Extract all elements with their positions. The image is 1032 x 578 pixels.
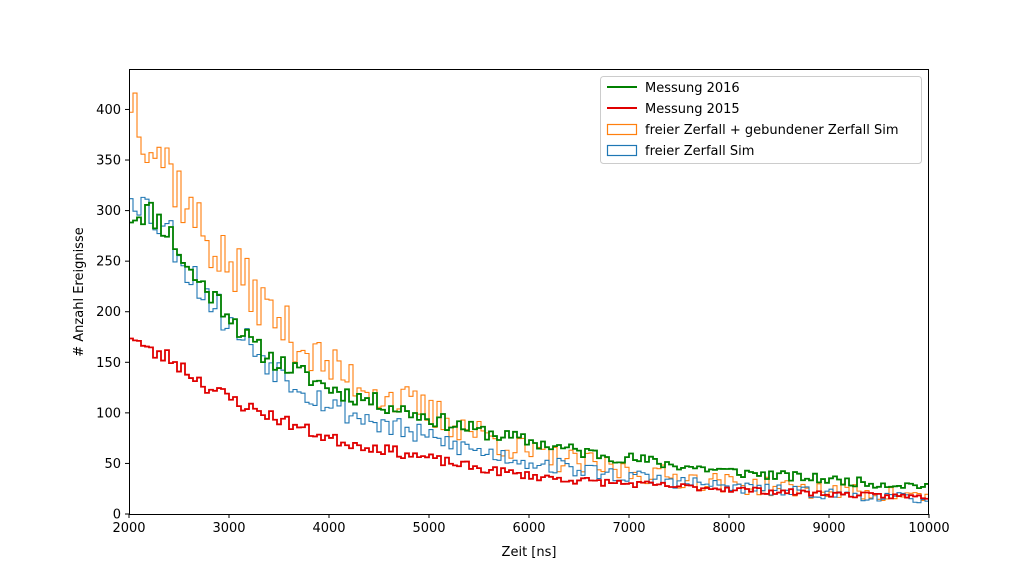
series-messung-2016 [129, 201, 929, 490]
x-tick-label: 8000 [712, 521, 745, 536]
y-tick-label: 250 [96, 255, 121, 270]
y-tick-label: 300 [96, 204, 121, 219]
legend-label-sim-total: freier Zerfall + gebundener Zerfall Sim [645, 123, 899, 138]
x-tick-label: 6000 [512, 521, 545, 536]
y-tick-label: 200 [96, 305, 121, 320]
x-tick-label: 9000 [812, 521, 845, 536]
x-tick-label: 4000 [312, 521, 345, 536]
series-freier-zerfall-gebundener-zerfall-sim [129, 92, 929, 514]
legend-swatch-sim-total [606, 123, 638, 136]
series-layer [129, 92, 929, 514]
series-messung-2015 [129, 337, 929, 500]
legend: Messung 2016 Messung 2015 freier Zerfall… [600, 76, 922, 164]
legend-box [600, 76, 922, 164]
y-tick-label: 0 [113, 508, 121, 523]
legend-label-messung-2016: Messung 2016 [645, 81, 740, 96]
y-axis-label: # Anzahl Ereignisse [72, 227, 87, 356]
y-tick-label: 400 [96, 103, 121, 118]
legend-label-sim-free: freier Zerfall Sim [645, 144, 754, 159]
x-tick-label: 3000 [212, 521, 245, 536]
y-tick-label: 150 [96, 356, 121, 371]
x-tick-label: 2000 [112, 521, 145, 536]
y-tick-label: 100 [96, 406, 121, 421]
legend-swatch-sim-free [606, 144, 638, 157]
x-tick-label: 10000 [908, 521, 949, 536]
x-tick-label: 7000 [612, 521, 645, 536]
axes: 2000 3000 4000 5000 6000 7000 8000 9000 10000 0 50… [96, 103, 950, 536]
y-tick-label: 50 [104, 457, 121, 472]
x-tick-label: 5000 [412, 521, 445, 536]
x-axis-label: Zeit [ns] [502, 545, 557, 560]
y-tick-label: 350 [96, 154, 121, 169]
legend-label-messung-2015: Messung 2015 [645, 102, 740, 117]
